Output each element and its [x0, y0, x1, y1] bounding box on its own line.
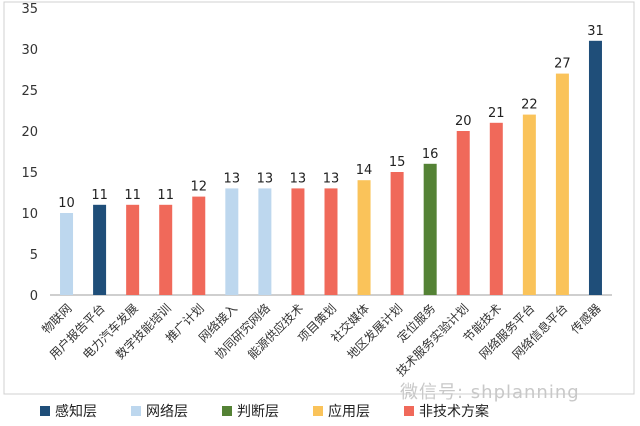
x-tick-label: 传感器 [568, 301, 604, 337]
y-tick-label: 20 [21, 125, 38, 140]
data-label: 15 [389, 155, 406, 170]
legend-label: 判断层 [237, 404, 279, 420]
data-label: 20 [455, 114, 472, 129]
bar [192, 196, 206, 295]
legend: 感知层 网络层 判断层 应用层 非技术方案 [40, 401, 489, 421]
bar [423, 163, 437, 295]
y-tick-label: 5 [30, 248, 38, 263]
bar [522, 114, 536, 295]
legend-label: 非技术方案 [419, 404, 489, 420]
bar [489, 122, 503, 295]
data-label: 11 [124, 188, 141, 203]
y-tick-label: 10 [21, 207, 38, 222]
bar [357, 180, 371, 295]
chart-border [3, 1, 635, 395]
bar [555, 73, 569, 295]
legend-item: 应用层 [313, 401, 370, 421]
data-label: 13 [257, 171, 274, 186]
bar [291, 188, 305, 295]
data-label: 12 [190, 180, 207, 195]
y-tick-label: 35 [21, 2, 38, 17]
legend-label: 感知层 [55, 404, 97, 420]
data-label: 27 [554, 57, 571, 72]
bar [126, 204, 140, 295]
data-label: 11 [157, 188, 174, 203]
data-label: 22 [521, 98, 538, 113]
bar [258, 188, 272, 295]
bar [93, 204, 107, 295]
y-tick-label: 15 [21, 166, 38, 181]
legend-item: 感知层 [40, 401, 97, 421]
data-label: 31 [587, 24, 604, 39]
bar [159, 204, 173, 295]
data-label: 13 [224, 171, 241, 186]
bar [324, 188, 338, 295]
y-tick-label: 25 [21, 84, 38, 99]
watermark: 微信号: shplanning [400, 382, 580, 403]
data-label: 13 [323, 171, 340, 186]
legend-swatch [40, 406, 50, 416]
legend-swatch [222, 406, 232, 416]
y-tick-label: 30 [21, 43, 38, 58]
data-label: 10 [58, 196, 75, 211]
y-tick-label: 0 [30, 289, 38, 304]
data-label: 13 [290, 171, 307, 186]
data-label: 21 [488, 106, 505, 121]
bar [225, 188, 239, 295]
legend-swatch [404, 406, 414, 416]
legend-label: 应用层 [328, 404, 370, 420]
legend-item: 判断层 [222, 401, 279, 421]
bar [588, 40, 602, 295]
data-label: 16 [422, 147, 439, 162]
legend-label: 网络层 [146, 404, 188, 420]
data-label: 14 [356, 163, 373, 178]
bar [60, 213, 74, 295]
bar [456, 131, 470, 295]
legend-swatch [131, 406, 141, 416]
data-label: 11 [91, 188, 108, 203]
legend-item: 非技术方案 [404, 401, 489, 421]
legend-swatch [313, 406, 323, 416]
bar [390, 172, 404, 295]
legend-item: 网络层 [131, 401, 188, 421]
